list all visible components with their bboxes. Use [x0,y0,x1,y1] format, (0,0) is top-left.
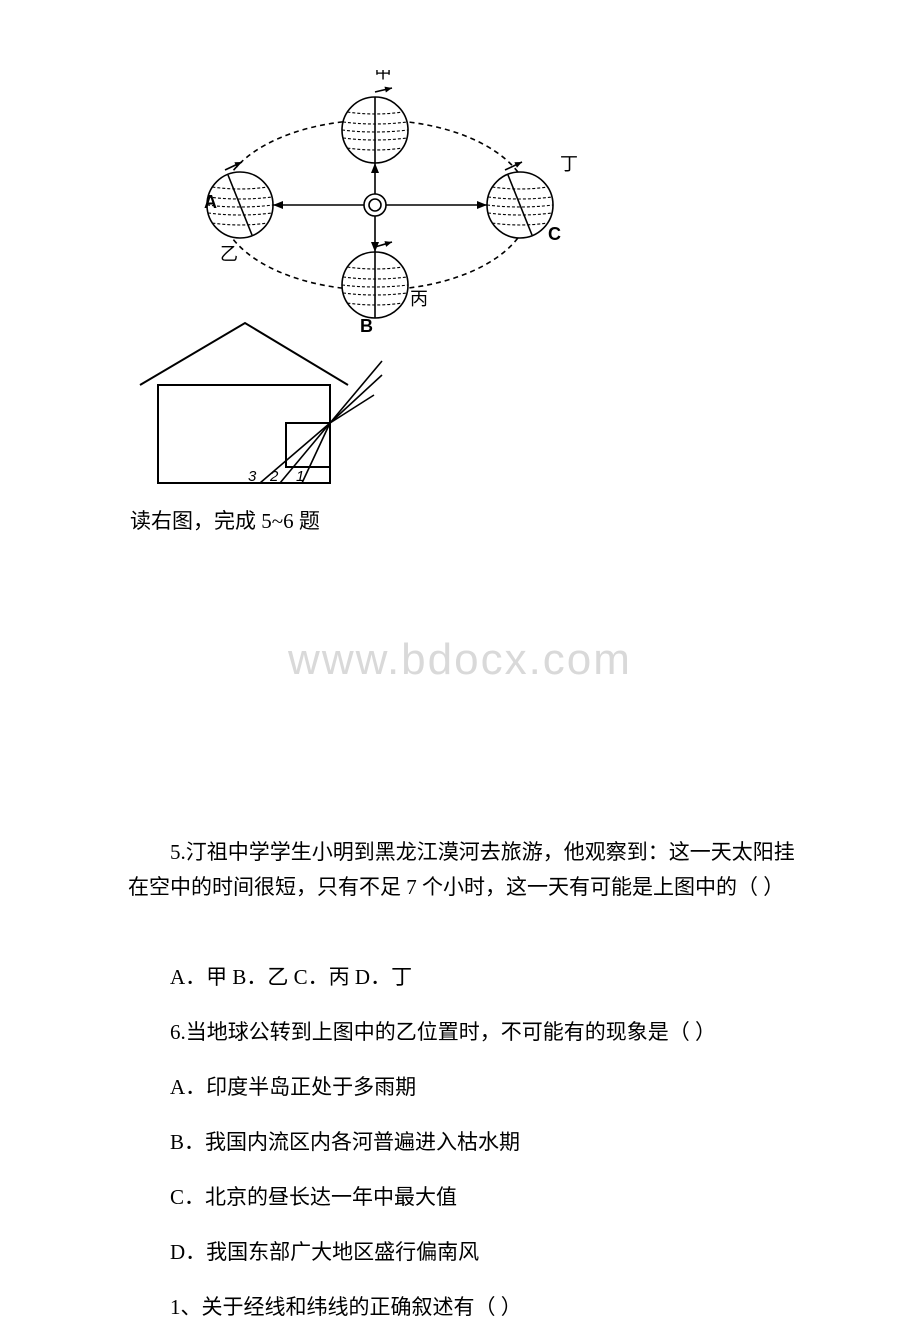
question-6-option-b: B．我国内流区内各河普遍进入枯水期 [128,1125,798,1160]
question-5-options: A．甲 B．乙 C．丙 D．丁 [128,960,798,995]
svg-text:A: A [204,192,217,212]
earth-orbit-diagram: 甲乙A丙B丁C [130,70,630,330]
svg-text:2: 2 [269,468,279,485]
house-sunray-diagram: 321 [130,315,390,495]
question-6-option-c: C．北京的昼长达一年中最大值 [128,1180,798,1215]
svg-text:丙: 丙 [410,289,428,309]
house-svg: 321 [130,315,390,495]
svg-text:3: 3 [248,468,257,485]
svg-text:C: C [548,224,561,244]
orbit-svg: 甲乙A丙B丁C [130,70,630,350]
svg-text:乙: 乙 [220,244,238,264]
question-6-option-d: D．我国东部广大地区盛行偏南风 [128,1235,798,1270]
question-6-option-a: A．印度半岛正处于多雨期 [128,1070,798,1105]
question-5-stem: 5.汀祖中学学生小明到黑龙江漠河去旅游，他观察到：这一天太阳挂在空中的时间很短，… [128,835,798,904]
svg-text:1: 1 [296,468,304,485]
question-1-stem: 1、关于经线和纬线的正确叙述有（ ） [128,1290,798,1325]
question-6-stem: 6.当地球公转到上图中的乙位置时，不可能有的现象是（ ） [128,1015,798,1050]
svg-text:丁: 丁 [560,154,578,174]
watermark: www.bdocx.com [0,635,920,685]
diagram-caption: 读右图，完成 5~6 题 [130,505,320,535]
svg-text:甲: 甲 [374,70,392,82]
